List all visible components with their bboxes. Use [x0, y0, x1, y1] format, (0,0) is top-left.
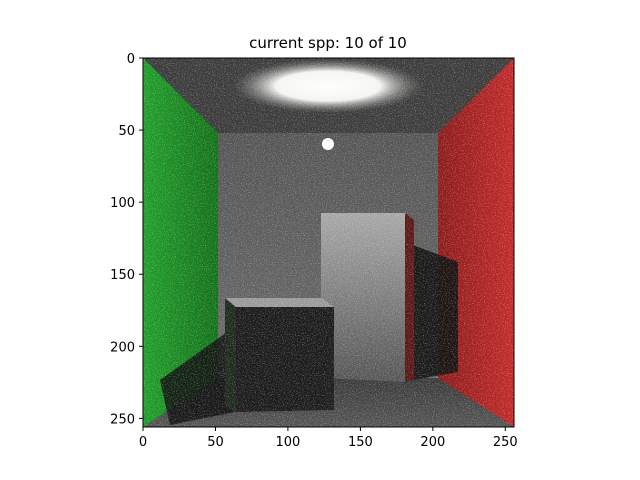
- x-tick-label: 150: [348, 435, 373, 450]
- y-tick-label: 50: [118, 124, 135, 139]
- y-axis: 0 50 100 150 200 250: [110, 52, 143, 427]
- x-tick-label: 0: [139, 435, 147, 450]
- y-tick-label: 100: [110, 196, 135, 211]
- y-tick-label: 0: [127, 52, 135, 67]
- y-tick-label: 200: [110, 340, 135, 355]
- axes-frame: [142, 57, 515, 428]
- y-tick-label: 250: [110, 412, 135, 427]
- rendered-image: [143, 58, 514, 427]
- x-tick-label: 200: [420, 435, 445, 450]
- y-tick-label: 150: [110, 268, 135, 283]
- x-tick-label: 50: [207, 435, 224, 450]
- x-tick-label: 250: [493, 435, 518, 450]
- render-noise: [143, 58, 514, 427]
- chart-title: current spp: 10 of 10: [249, 34, 407, 52]
- x-tick-label: 100: [276, 435, 301, 450]
- x-axis: 0 50 100 150 200 250: [139, 427, 518, 450]
